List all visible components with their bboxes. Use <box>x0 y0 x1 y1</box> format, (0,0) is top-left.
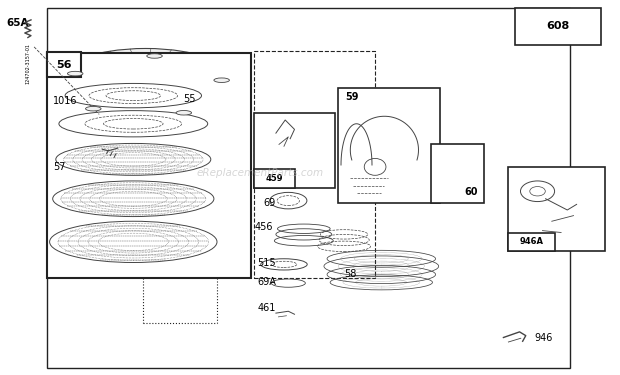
Bar <box>46 8 570 368</box>
Text: 60: 60 <box>464 187 477 197</box>
Ellipse shape <box>86 106 101 111</box>
Text: 461: 461 <box>257 303 276 313</box>
Text: 57: 57 <box>53 162 65 172</box>
Text: 608: 608 <box>546 21 570 31</box>
Text: 59: 59 <box>345 93 359 102</box>
Bar <box>254 51 375 278</box>
Ellipse shape <box>176 111 192 115</box>
Bar <box>515 8 601 45</box>
Bar <box>338 88 440 202</box>
Text: 1016: 1016 <box>53 96 78 106</box>
Text: 58: 58 <box>344 269 356 279</box>
Text: 124702-3157-01: 124702-3157-01 <box>25 43 30 84</box>
Text: 946: 946 <box>534 333 553 343</box>
Text: 55: 55 <box>183 94 195 104</box>
Bar <box>254 112 335 188</box>
Ellipse shape <box>50 48 242 124</box>
Bar <box>46 53 251 278</box>
Text: 65A: 65A <box>6 18 29 27</box>
Text: 56: 56 <box>56 60 71 70</box>
Bar <box>508 167 604 251</box>
Bar <box>254 169 294 188</box>
Text: 946A: 946A <box>520 237 544 246</box>
Text: 515: 515 <box>257 258 276 268</box>
Ellipse shape <box>214 78 229 82</box>
Bar <box>46 53 81 77</box>
Text: eReplacementParts.com: eReplacementParts.com <box>197 168 324 177</box>
Bar <box>508 232 555 251</box>
Bar <box>431 144 484 202</box>
Ellipse shape <box>147 54 162 58</box>
Text: 459: 459 <box>265 174 283 183</box>
Text: 69: 69 <box>264 198 276 208</box>
Text: 456: 456 <box>254 222 273 232</box>
Ellipse shape <box>68 71 83 76</box>
Text: 69A: 69A <box>257 277 276 287</box>
